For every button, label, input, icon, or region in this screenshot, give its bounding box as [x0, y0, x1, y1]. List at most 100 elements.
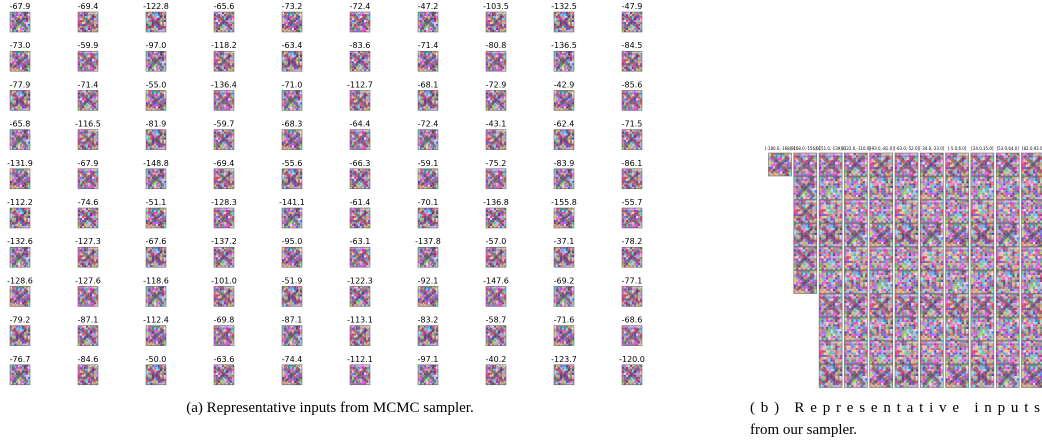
thumbnail — [920, 177, 943, 200]
thumbnail — [214, 12, 234, 32]
score-label: -69.2 — [554, 276, 575, 285]
thumbnail — [971, 341, 994, 364]
score-label: -68.1 — [418, 80, 439, 89]
score-label: -112.4 — [143, 316, 169, 325]
score-label: -97.0 — [146, 41, 167, 50]
thumbnail — [350, 130, 370, 150]
thumbnail — [971, 153, 994, 176]
caption-b-line: from our sampler. — [750, 422, 857, 438]
thumbnail — [1022, 200, 1042, 223]
thumbnail — [870, 365, 893, 388]
thumbnail — [10, 130, 30, 150]
thumbnail — [486, 326, 506, 346]
thumbnail — [554, 208, 574, 228]
score-label: -40.2 — [486, 355, 507, 364]
score-label: -55.7 — [622, 198, 643, 207]
thumbnail — [214, 51, 234, 71]
score-label: -69.4 — [78, 2, 99, 11]
thumbnail — [996, 153, 1019, 176]
thumbnail — [1022, 247, 1042, 270]
thumbnail — [996, 318, 1019, 341]
score-label: -76.7 — [10, 355, 31, 364]
thumbnail — [214, 208, 234, 228]
column-header: [-122.0,-110.0] — [841, 146, 872, 151]
thumbnail — [78, 247, 98, 267]
score-label: -47.2 — [418, 2, 439, 11]
thumbnail — [282, 12, 302, 32]
score-label: -97.1 — [418, 355, 439, 364]
thumbnail — [870, 177, 893, 200]
thumbnail — [622, 247, 642, 267]
thumbnail — [282, 247, 302, 267]
score-label: -137.8 — [415, 237, 441, 246]
thumbnail — [418, 51, 438, 71]
score-label: -81.9 — [146, 120, 167, 129]
thumbnail — [486, 169, 506, 189]
thumbnail — [350, 247, 370, 267]
score-label: -137.2 — [211, 237, 237, 246]
thumbnail — [844, 177, 867, 200]
thumbnail — [971, 224, 994, 247]
score-label: -74.6 — [78, 198, 99, 207]
thumbnail — [554, 326, 574, 346]
thumbnail — [946, 318, 969, 341]
thumbnail — [895, 341, 918, 364]
thumbnail — [418, 326, 438, 346]
thumbnail — [146, 247, 166, 267]
thumbnail — [282, 286, 302, 306]
thumbnail — [10, 365, 30, 385]
thumbnail — [895, 177, 918, 200]
score-label: -87.1 — [282, 316, 303, 325]
score-label: -128.3 — [211, 198, 237, 207]
score-label: -37.1 — [554, 237, 575, 246]
thumbnail — [996, 341, 1019, 364]
thumbnail — [622, 90, 642, 110]
thumbnail — [1022, 341, 1042, 364]
thumbnail — [554, 365, 574, 385]
score-label: -50.0 — [146, 355, 167, 364]
thumbnail — [486, 51, 506, 71]
score-label: -71.6 — [554, 316, 575, 325]
thumbnail — [870, 153, 893, 176]
score-label: -86.1 — [622, 159, 643, 168]
column-header: [82.0,93.0] — [1022, 146, 1042, 151]
score-label: -51.9 — [282, 276, 303, 285]
thumbnail — [895, 200, 918, 223]
score-label: -155.8 — [551, 198, 577, 207]
score-label: -61.4 — [350, 198, 371, 207]
score-label: -43.1 — [486, 120, 507, 129]
score-label: -65.8 — [10, 120, 31, 129]
thumbnail — [418, 247, 438, 267]
score-label: -57.0 — [486, 237, 507, 246]
thumbnail — [844, 271, 867, 294]
score-label: -77.1 — [622, 276, 643, 285]
thumbnail — [895, 294, 918, 317]
thumbnail — [214, 247, 234, 267]
thumbnail — [946, 294, 969, 317]
score-label: -75.2 — [486, 159, 507, 168]
score-label: -84.5 — [622, 41, 643, 50]
thumbnail — [920, 153, 943, 176]
thumbnail — [282, 169, 302, 189]
thumbnail — [819, 224, 842, 247]
score-label: -101.0 — [211, 276, 237, 285]
score-label: -67.9 — [78, 159, 99, 168]
score-label: -69.4 — [214, 159, 235, 168]
score-label: -112.7 — [347, 80, 373, 89]
thumbnail — [971, 177, 994, 200]
thumbnail — [794, 271, 817, 294]
score-label: -132.6 — [7, 237, 33, 246]
thumbnail — [486, 130, 506, 150]
thumbnail — [870, 318, 893, 341]
thumbnail — [554, 247, 574, 267]
thumbnail — [282, 51, 302, 71]
thumbnail — [895, 247, 918, 270]
thumbnail — [78, 130, 98, 150]
score-label: -71.5 — [622, 120, 643, 129]
thumbnail — [350, 326, 370, 346]
thumbnail — [10, 208, 30, 228]
thumbnail — [486, 286, 506, 306]
thumbnail — [794, 247, 817, 270]
thumbnail — [819, 341, 842, 364]
thumbnail — [282, 365, 302, 385]
